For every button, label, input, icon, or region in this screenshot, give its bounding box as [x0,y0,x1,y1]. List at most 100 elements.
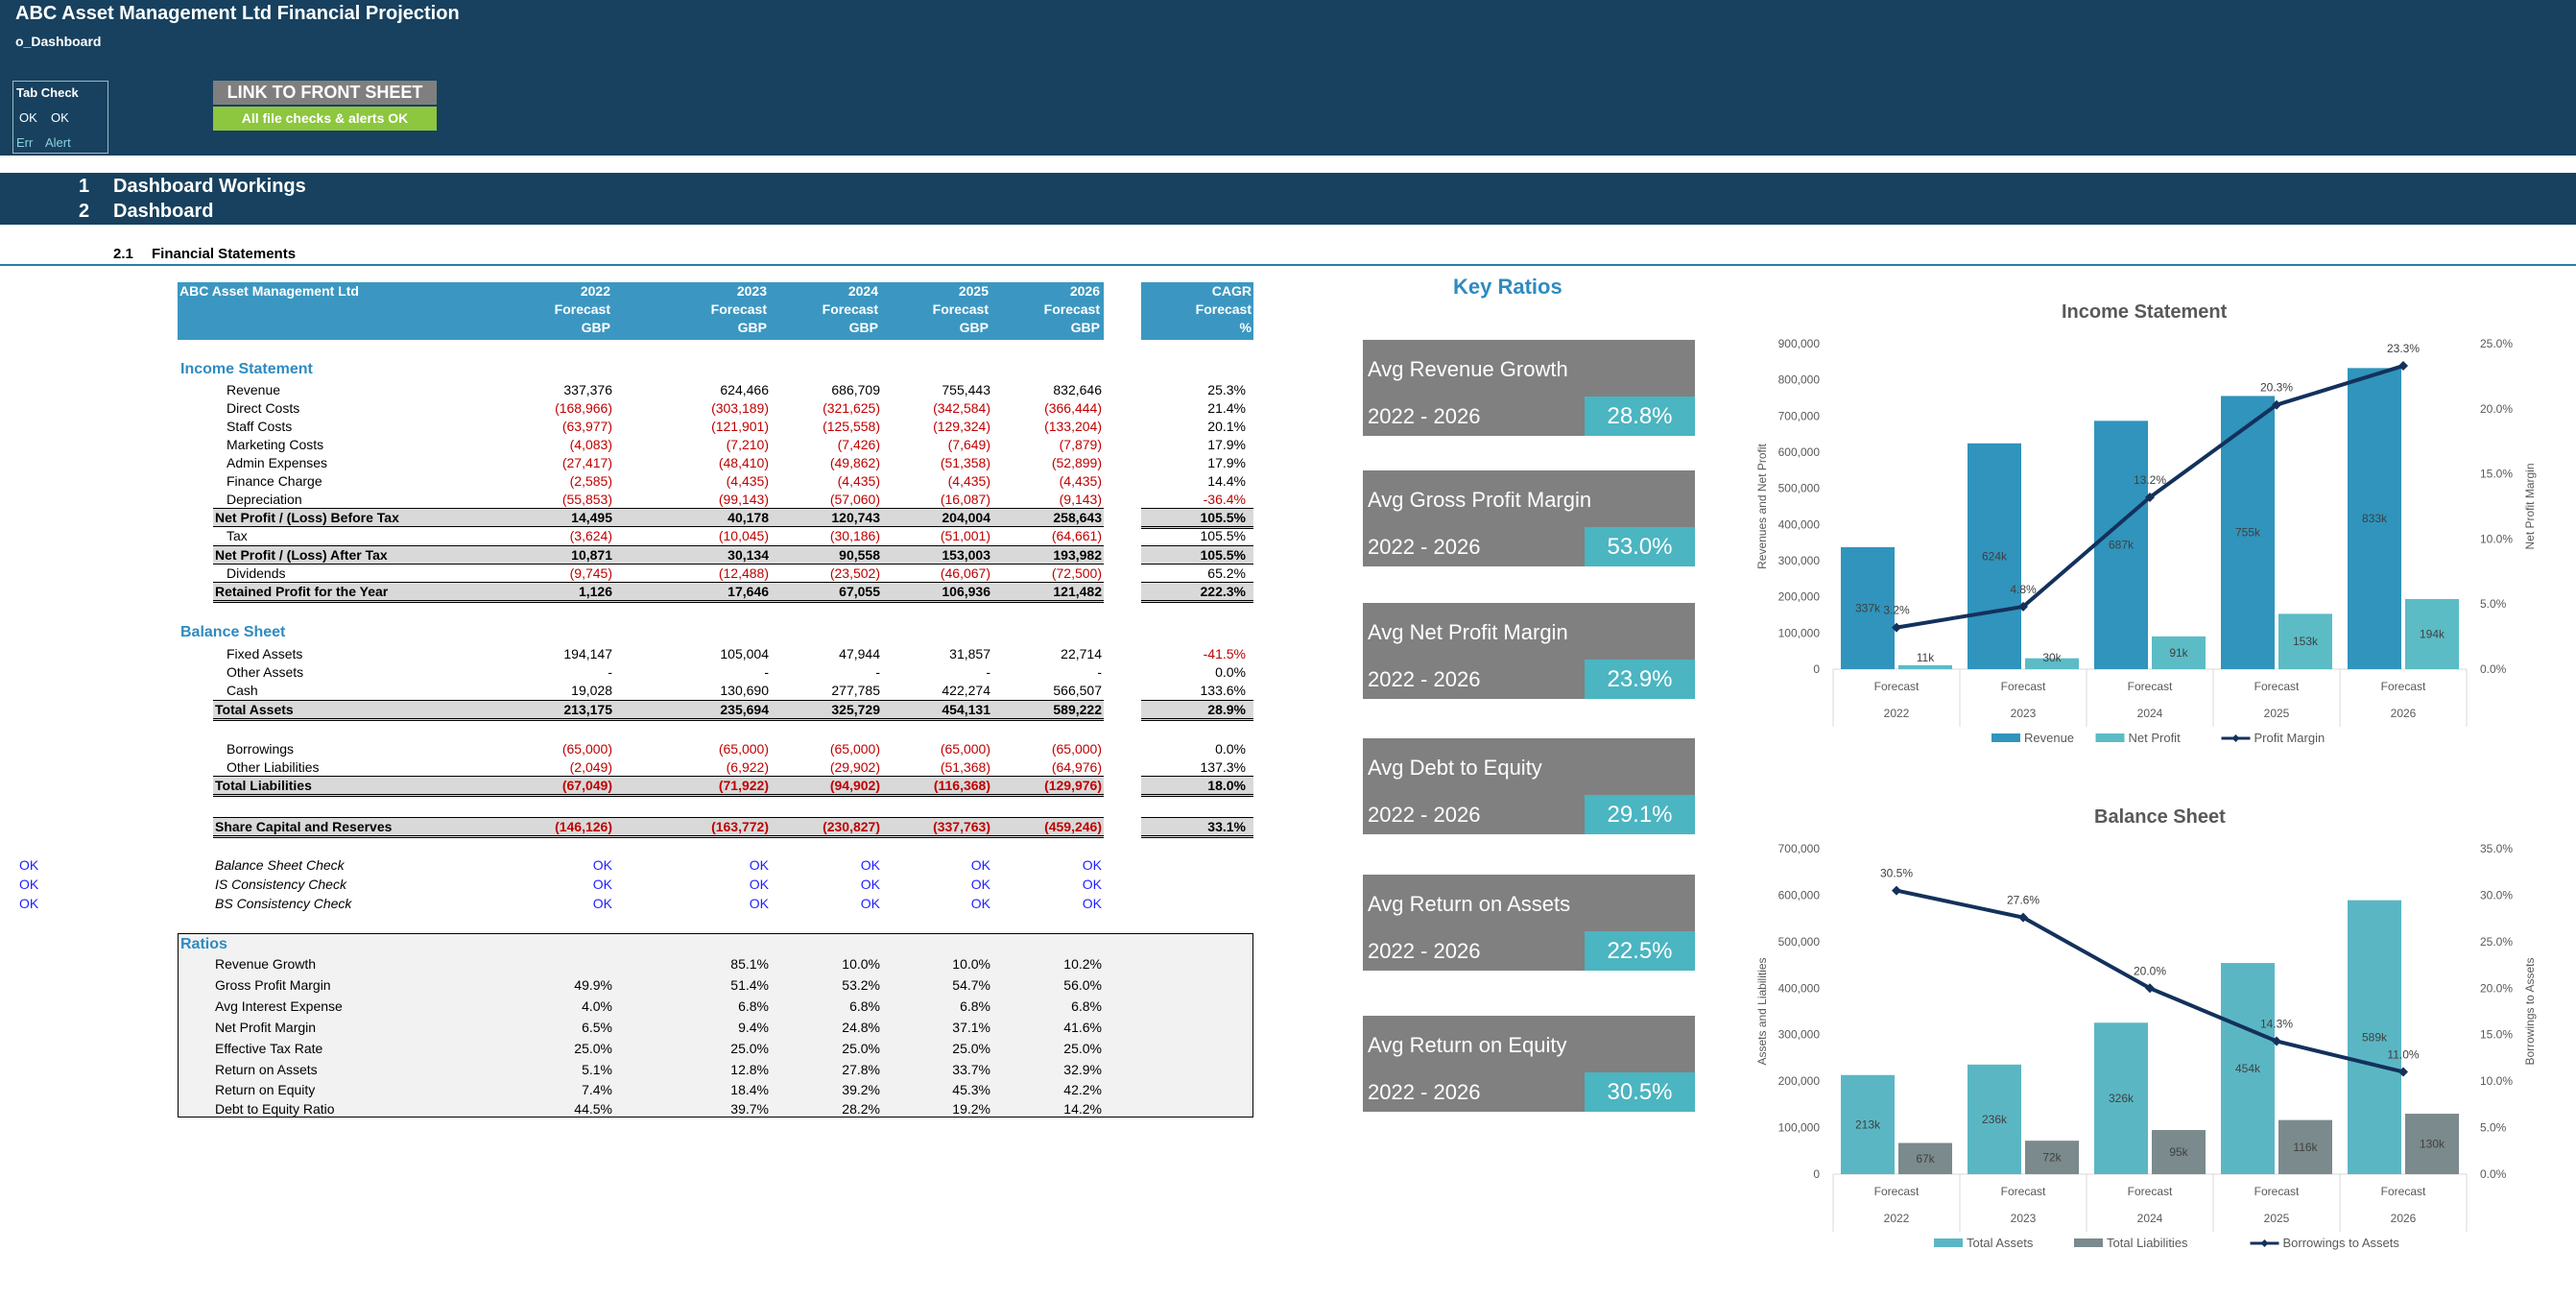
retained-row-cagr: 222.3% [1200,584,1246,599]
line-data-label: 11.0% [2387,1047,2419,1061]
income-row-value: (125,558) [823,419,880,434]
x-tick-sublabel: Forecast [2254,1185,2300,1198]
borrowings-row-value: (65,000) [1051,741,1102,757]
y-tick-label: 300,000 [1778,1028,1821,1042]
check-row-flag: OK [19,857,39,873]
ratio-row-value: 41.6% [1063,1020,1102,1035]
section-1-number: 1 [79,176,90,197]
tab-check-alert: Alert [45,135,71,150]
total-assets-row-label: Total Assets [215,702,294,717]
other-liab-row-value: (6,922) [726,759,769,775]
income-row-value: (16,087) [940,492,990,507]
header-currency: GBP [959,320,989,335]
key-ratios-title: Key Ratios [1453,275,1562,299]
key-ratio-value: 28.8% [1585,397,1695,436]
line-marker [2018,912,2028,923]
npat-row-label: Net Profit / (Loss) After Tax [215,547,388,563]
workbook-title: ABC Asset Management Ltd Financial Proje… [15,3,460,24]
npbt-row-value: 258,643 [1053,510,1102,525]
x-tick-label: 2023 [2011,707,2037,720]
tax-row-value: (64,661) [1051,528,1102,543]
income-row-cagr: 25.3% [1207,382,1246,397]
income-row-value: (7,649) [947,437,990,452]
bar-data-label: 11k [1917,651,1935,664]
key-ratio-range: 2022 - 2026 [1368,939,1481,963]
legend-swatch [1992,733,2020,742]
link-to-front-sheet-button[interactable]: LINK TO FRONT SHEET [213,81,437,105]
legend-label: Profit Margin [2254,731,2326,745]
y-tick-label: 600,000 [1778,888,1821,901]
retained-row-label: Retained Profit for the Year [215,584,389,599]
line-marker [1892,885,1901,896]
section-2-label[interactable]: Dashboard [113,201,214,222]
total-liab-row-value: (67,049) [561,778,612,793]
npbt-row-value: 204,004 [942,510,990,525]
total-liab-row-bg [213,776,1104,797]
y2-tick-label: 0.0% [2480,1167,2507,1181]
other-assets-row-value: - [608,664,612,680]
section-1-label[interactable]: Dashboard Workings [113,176,306,197]
income-row-value: (4,435) [1059,473,1102,489]
income-row-value: (7,426) [837,437,880,452]
income-row-label: Staff Costs [227,419,293,434]
legend-label: Net Profit [2129,731,2182,745]
x-tick-label: 2024 [2137,1212,2163,1225]
income-row-label: Depreciation [227,492,302,507]
bar-data-label: 130k [2420,1138,2445,1151]
ratio-row-value: 33.7% [952,1062,990,1077]
check-row-value: OK [749,896,769,911]
ratio-row-label: Effective Tax Rate [215,1041,323,1056]
cagr-h3: % [1239,320,1252,335]
share-cap-row-value: (146,126) [555,819,612,834]
ratio-row-value: 6.8% [738,998,769,1014]
retained-row-value: 1,126 [578,584,612,599]
check-row-value: OK [970,896,990,911]
ratio-row-value: 53.2% [842,977,880,993]
line-marker [2272,1036,2281,1046]
check-row-value: OK [749,857,769,873]
header-forecast: Forecast [822,301,878,317]
y2-tick-label: 20.0% [2480,981,2513,995]
income-row-value: (99,143) [718,492,769,507]
bar-revenue [2221,396,2275,669]
income-row-cagr: 20.1% [1207,419,1246,434]
other-liab-row-value: (64,976) [1051,759,1102,775]
key-ratio-range: 2022 - 2026 [1368,667,1481,691]
key-ratio-name: Avg Gross Profit Margin [1368,488,1592,512]
ratio-row-value: 28.2% [842,1101,880,1117]
header-year: 2025 [958,283,989,299]
legend-label: Borrowings to Assets [2283,1236,2400,1250]
bar-data-label: 67k [1916,1152,1935,1166]
line-data-label: 3.2% [1883,604,1910,617]
total-assets-row-cagr: 28.9% [1207,702,1246,717]
y2-tick-label: 25.0% [2480,337,2513,350]
y-tick-label: 800,000 [1778,373,1821,387]
ratio-row-value: 25.0% [730,1041,769,1056]
total-assets-row-value: 235,694 [720,702,769,717]
income-row-label: Direct Costs [227,400,300,416]
ratio-row-label: Gross Profit Margin [215,977,331,993]
income-row-value: (63,977) [561,419,612,434]
npat-row-cagr: 105.5% [1200,547,1246,563]
line-marker [2398,1067,2408,1077]
legend-label: Revenue [2024,731,2074,745]
ratio-row-value: 10.0% [842,956,880,972]
total-assets-row-value: 325,729 [831,702,880,717]
borrowings-row-value: (65,000) [561,741,612,757]
other-liab-row-label: Other Liabilities [227,759,320,775]
check-row-value: OK [592,857,612,873]
fixed-assets-row-value: 31,857 [949,646,990,661]
x-tick-label: 2022 [1884,1212,1910,1225]
income-row-value: (133,204) [1044,419,1102,434]
other-liab-row-value: (29,902) [829,759,880,775]
tax-row-value: (51,001) [940,528,990,543]
x-tick-sublabel: Forecast [2128,1185,2173,1198]
y2-axis-title: Net Profit Margin [2523,463,2537,549]
share-cap-row-value: (163,772) [711,819,769,834]
borrowings-row-value: (65,000) [829,741,880,757]
check-row-flag: OK [19,877,39,892]
key-ratio-name: Avg Revenue Growth [1368,357,1568,381]
check-row-value: OK [970,857,990,873]
line-data-label: 20.3% [2260,381,2293,395]
total-liab-row-label: Total Liabilities [215,778,312,793]
